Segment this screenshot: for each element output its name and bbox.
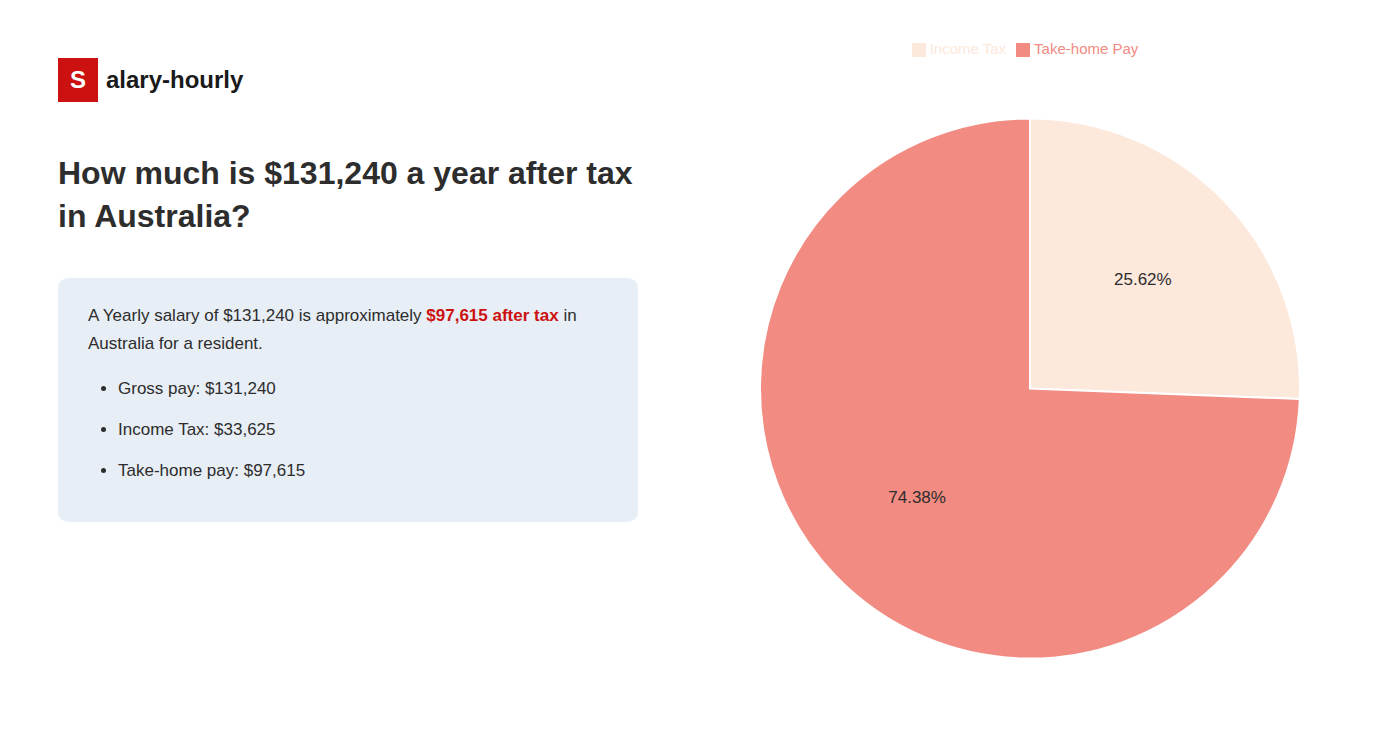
html-text:Gross pay: $131,240: Gross pay: $131,240: [118, 378, 276, 398]
html-text:Take-home pay: $97,615: Take-home pay: $97,615: [118, 461, 306, 481]
html-text:A Yearly salary of $131,240 is: A Yearly salary of $131,240 is approxima…: [88, 306, 577, 353]
svg-text:25.62%: 25.62%: [1114, 270, 1172, 289]
html-text:Income Tax: $33,625: Income Tax: $33,625: [118, 419, 276, 439]
html-text:S: S: [70, 66, 86, 93]
svg-text:74.38%: 74.38%: [888, 488, 946, 507]
html-text:alary-hourly: alary-hourly: [106, 66, 244, 93]
html-text:How much is $131,240 a year af: How much is $131,240 a year after tax in…: [58, 155, 633, 235]
html-text:Take-home Pay: Take-home Pay: [1034, 40, 1139, 57]
html-text:Income Tax: Income Tax: [929, 40, 1007, 57]
